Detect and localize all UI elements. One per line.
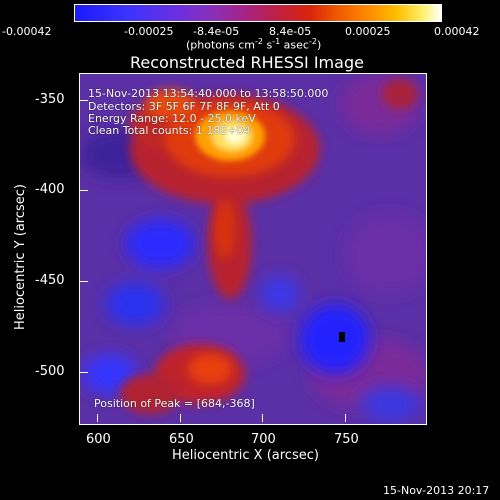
x-tick-mark: [97, 414, 98, 422]
info-line-1: 15-Nov-2013 13:54:40.000 to 13:58:50.000: [88, 87, 329, 100]
colorbar-tick-1: -0.00042: [2, 25, 52, 38]
x-tick-label: 750: [334, 432, 359, 447]
y-tick-label: -400: [35, 182, 65, 197]
info-line-3: Energy Range: 12.0 - 25.0 keV: [88, 112, 256, 125]
x-tick-mark: [180, 414, 181, 422]
y-tick-label: -350: [35, 92, 65, 107]
y-tick-mark: [80, 190, 88, 191]
x-tick-mark: [262, 414, 263, 422]
colorbar-tick-4: 8.4e-05: [269, 25, 312, 38]
x-axis-label: Heliocentric X (arcsec): [172, 448, 319, 463]
rhessi-image: [80, 74, 426, 424]
info-line-4: Clean Total counts: 1.18E+04: [88, 124, 251, 137]
peak-position-text: Position of Peak = [684,-368]: [94, 397, 255, 410]
y-tick-label: -450: [35, 273, 65, 288]
y-tick-mark: [80, 281, 88, 282]
y-tick-mark: [80, 100, 88, 101]
plot-title: Reconstructed RHESSI Image: [130, 53, 364, 72]
x-tick-label: 700: [251, 432, 276, 447]
y-tick-label: -500: [35, 364, 65, 379]
y-axis-label: Heliocentric Y (arcsec): [13, 184, 28, 330]
blue-regions: [82, 219, 420, 422]
x-tick-label: 650: [169, 432, 194, 447]
colorbar: [74, 4, 442, 22]
colorbar-tick-3: -8.4e-05: [193, 25, 240, 38]
colorbar-tick-6: 0.00042: [434, 25, 480, 38]
image-plot: 15-Nov-2013 13:54:40.000 to 13:58:50.000…: [79, 73, 427, 425]
emission-core: [195, 111, 265, 161]
colorbar-tick-2: -0.00025: [124, 25, 174, 38]
colorbar-gradient: [75, 5, 441, 21]
footer-timestamp: 15-Nov-2013 20:17: [383, 484, 490, 497]
dark-pixel-mark: [339, 332, 345, 342]
y-tick-mark: [80, 372, 88, 373]
x-tick-label: 600: [86, 432, 111, 447]
colorbar-tick-5: 0.00025: [345, 25, 391, 38]
info-line-2: Detectors: 3F 5F 6F 7F 8F 9F, Att 0: [88, 100, 280, 113]
x-tick-mark: [345, 414, 346, 422]
colorbar-unit-label: (photons cm-2 s-1 asec-2): [186, 37, 322, 52]
